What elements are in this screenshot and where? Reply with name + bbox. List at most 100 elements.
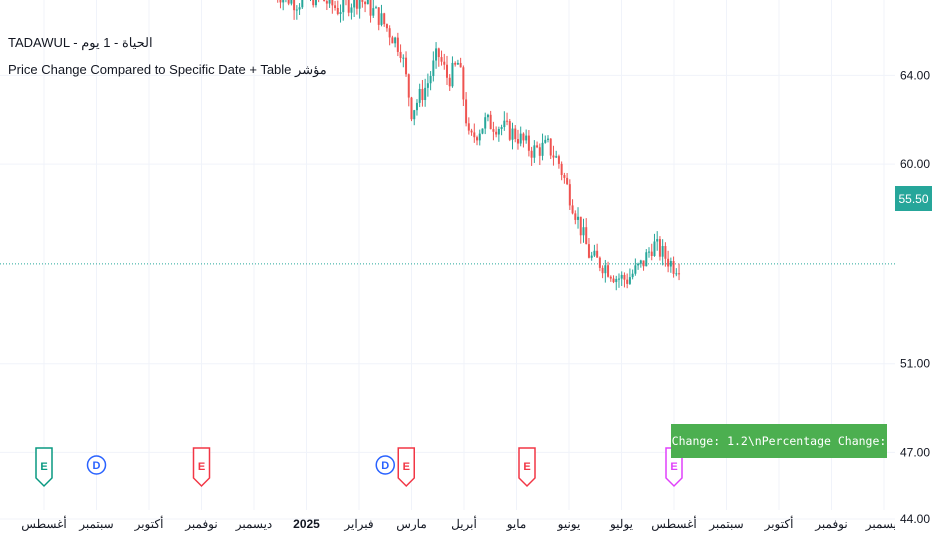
candle-body [667,258,670,267]
candle-body [481,128,484,134]
candle-body [650,251,653,256]
event-marker-label: D [93,460,101,472]
candle-body [470,130,473,133]
candle-body [435,48,438,61]
event-marker-label: E [523,461,530,473]
candle-body [484,117,487,129]
candle-body [547,138,549,140]
candle-body [598,257,601,268]
candle-body [445,64,448,78]
time-tick-label: أكتوبر [134,516,164,531]
dividend-marker: D [86,455,107,475]
price-tick-label: 64.00 [900,68,930,82]
candle-body [577,216,580,220]
event-marker-label: D [381,460,389,472]
candle-body [536,145,539,148]
candle-body [369,0,372,16]
candle-body [557,156,560,164]
candle-body [607,265,610,277]
candle-body [448,77,451,87]
price-scale[interactable]: 64.00 60.00 51.00 47.00 44.00 [895,0,932,550]
candle-body [574,213,577,220]
candle-body [339,12,342,14]
candle-body [372,8,375,16]
candle-body [678,273,681,275]
candle-body [612,278,615,283]
time-tick-label: 2025 [293,517,320,531]
candle-body [424,87,427,101]
candle-body [664,246,667,259]
candle-body [350,7,353,13]
time-tick-label: سبتمبر [708,517,743,531]
candle-body [440,57,443,62]
candle-body [388,28,391,38]
candle-body [342,0,345,13]
candle-body [672,261,675,274]
candle-body [451,62,454,87]
earnings-badge [35,447,53,488]
price-tick-label: 47.00 [900,445,930,459]
time-tick-label: مارس [396,517,427,531]
candle-body [413,110,416,120]
time-tick-label: مايو [506,517,527,531]
candle-body [527,135,530,151]
candle-body [631,273,634,278]
candle-body [637,263,640,266]
time-axis: أغسطس سبتمبر أكتوبر نوفمبر ديسمبر 2025 فبراير م… [21,516,895,531]
candle-body [579,216,582,236]
candle-body [639,260,642,264]
candle-body [287,0,290,4]
candle-body [432,60,435,77]
candle-body [533,145,536,158]
dividend-badge [86,455,107,475]
indicator-legend[interactable]: Price Change Compared to Specific Date +… [8,62,327,77]
last-price-label: 55.50 [895,186,932,211]
candle-body [500,127,503,129]
candle-body [366,0,369,5]
symbol-legend[interactable]: TADAWUL - الحياة - 1 يوم [8,35,153,50]
candle-body [593,250,596,256]
candle-body [541,142,544,156]
candle-body [454,62,457,65]
candle-body [552,155,555,158]
candle-body [459,62,462,68]
candle-body [462,67,465,100]
candle-body [568,184,571,206]
candle-body [615,278,618,283]
candle-body [648,251,651,253]
time-tick-label: أبريل [451,516,477,531]
candle-body [495,131,498,135]
candle-body [295,9,298,11]
candle-body [429,76,432,84]
price-chart[interactable]: E D E D E E E أغسطس سبتمبر أكتوبر نوفمبر ديسمبر 202… [0,0,895,550]
candle-body [661,246,664,257]
candle-body [361,0,364,2]
candle-body [634,265,637,274]
candle-body [503,120,506,128]
candle-body [467,123,470,131]
candle-body [497,128,500,135]
candle-body [396,37,399,52]
candle-body [596,250,599,258]
candle-body [626,279,629,284]
candle-body [525,135,528,141]
candle-body [642,260,645,267]
dividend-badge [375,455,395,475]
candle-body [312,0,315,6]
time-tick-label: أكتوبر [764,516,794,531]
candle-body [675,273,678,275]
candle-body [473,132,476,138]
price-tick-label: 60.00 [900,157,930,171]
candle-body [290,0,293,4]
candle-body [421,88,424,101]
candle-body [617,278,620,280]
time-tick-label: ديسمبر [865,517,895,531]
candle-body [301,0,304,8]
candle-body [298,7,301,10]
candle-body [519,133,522,144]
candle-body [585,227,588,245]
candle-body [383,13,386,25]
candle-body [658,239,661,257]
time-tick-label: ديسمبر [235,517,273,531]
time-tick-label: نوفمبر [184,517,217,531]
